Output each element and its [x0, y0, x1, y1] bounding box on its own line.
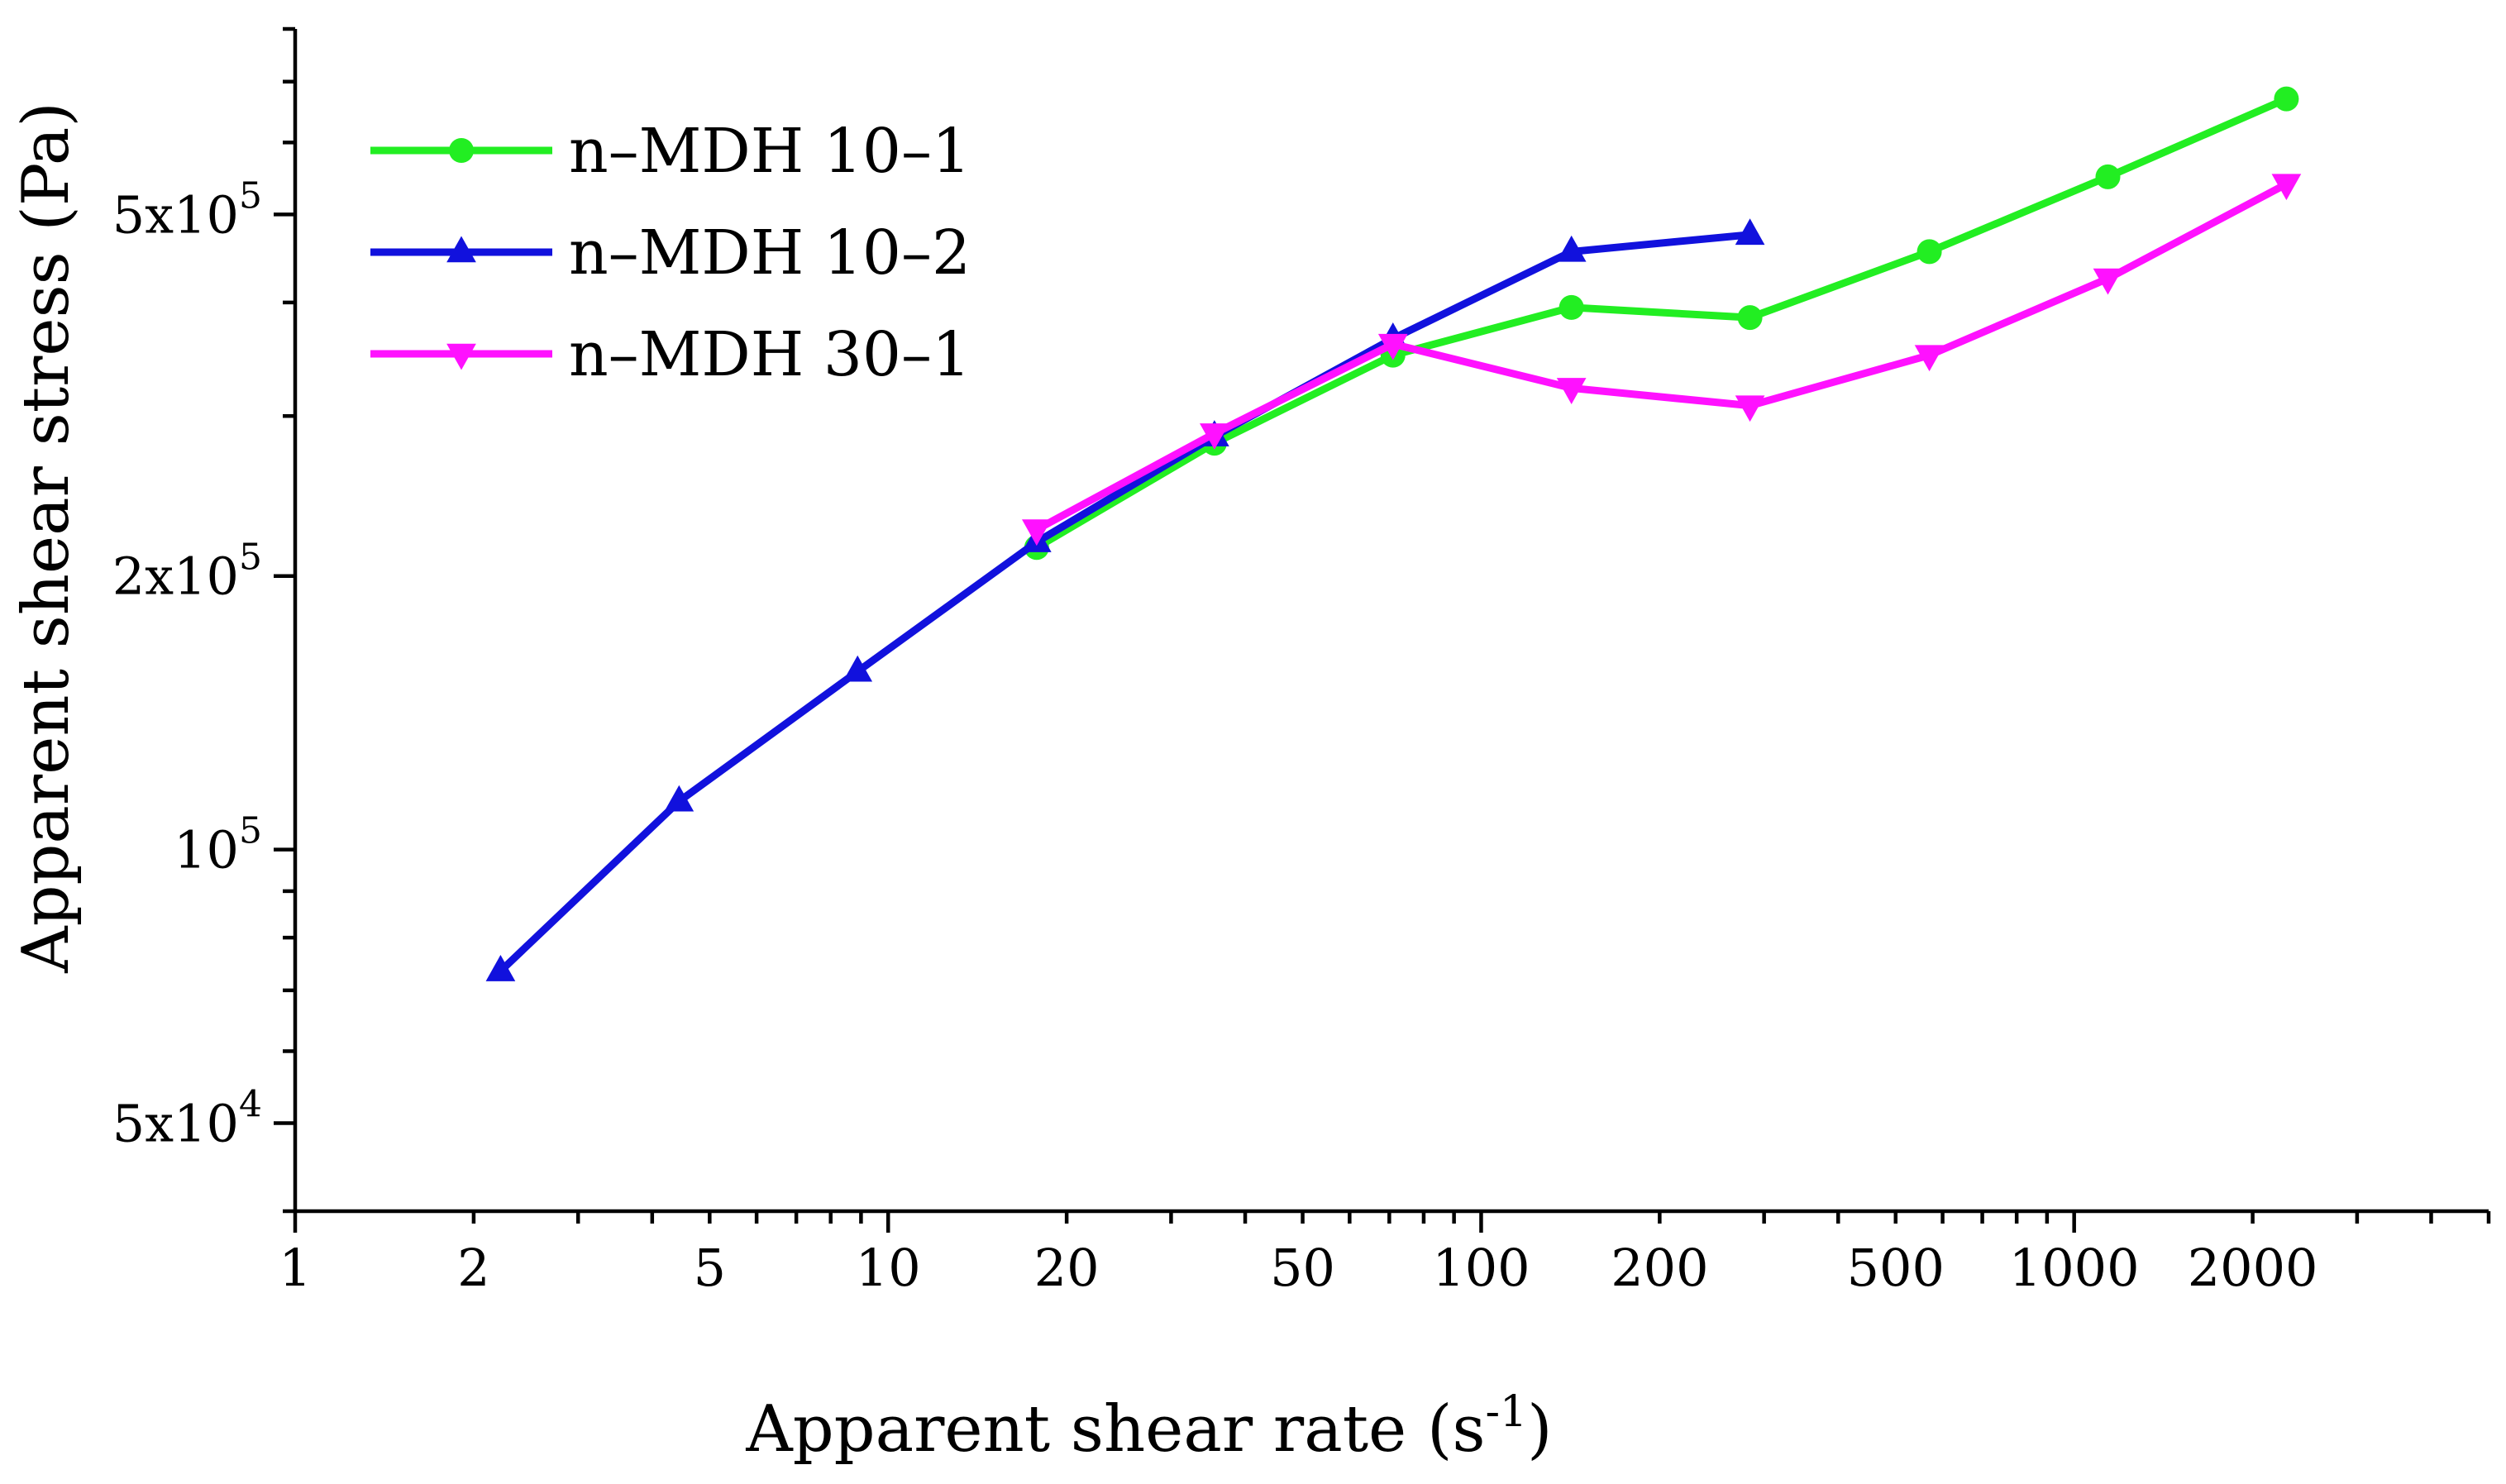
legend-marker	[449, 138, 474, 163]
data-point	[2093, 268, 2123, 295]
data-point	[1914, 345, 1945, 372]
data-point	[842, 655, 873, 682]
x-tick-label: 200	[1611, 1238, 1708, 1298]
data-point	[1556, 378, 1587, 404]
series-line	[1033, 95, 2290, 551]
legend-marker	[446, 343, 476, 370]
x-tick-label: 1000	[2009, 1238, 2140, 1298]
data-point	[1558, 294, 1584, 320]
x-ticks: 1 2 5 10 20 50 100 200 500 1000 2000	[279, 1211, 2491, 1298]
y-tick-label: 5x104	[112, 1083, 262, 1153]
data-point	[1735, 218, 1765, 246]
series-1	[1024, 86, 2299, 561]
legend-label: n–MDH 10–1	[569, 116, 971, 187]
data-point	[2095, 164, 2121, 189]
x-tick-label: 20	[1034, 1238, 1100, 1298]
legend-marker	[446, 236, 476, 263]
legend-item: n–MDH 10–1	[370, 116, 971, 187]
series-layer	[485, 86, 2302, 981]
x-tick-label: 10	[856, 1238, 921, 1298]
data-point	[1916, 239, 1942, 265]
data-point	[1200, 423, 1229, 450]
series-2	[485, 218, 1765, 981]
x-tick-label: 500	[1847, 1238, 1945, 1298]
x-tick-label: 2000	[2188, 1238, 2318, 1298]
legend-label: n–MDH 10–2	[569, 217, 971, 289]
y-axis-title: Apparent shear stress (Pa)	[9, 102, 84, 974]
data-point	[1021, 519, 1052, 546]
legend: n–MDH 10–1 n–MDH 10–2 n–MDH 30–1	[370, 116, 971, 390]
data-point	[1737, 305, 1763, 331]
series-3	[1021, 174, 2302, 546]
x-tick-label: 2	[457, 1238, 489, 1298]
data-point	[1735, 395, 1765, 422]
data-point	[1556, 235, 1587, 262]
x-axis-title-suffix: )	[1527, 1392, 1552, 1467]
data-point	[1377, 333, 1408, 360]
y-tick-label: 2x105	[112, 537, 262, 607]
y-tick-label: 105	[174, 810, 262, 880]
data-point	[2271, 174, 2302, 201]
data-point	[664, 785, 695, 812]
x-axis-title-sup: -1	[1485, 1387, 1527, 1437]
x-tick-label: 5	[694, 1238, 726, 1298]
y-tick-label: 5x105	[112, 174, 262, 245]
axes	[293, 29, 2489, 1214]
x-tick-label: 1	[279, 1238, 311, 1298]
series-line	[496, 231, 1754, 976]
legend-label: n–MDH 30–1	[569, 319, 971, 390]
y-ticks: 5x104 105 2x105 5x105	[112, 26, 295, 1214]
legend-item: n–MDH 30–1	[370, 319, 971, 390]
x-axis-title: Apparent shear rate (s-1)	[745, 1387, 1552, 1467]
series-line	[1033, 180, 2290, 534]
x-tick-label: 100	[1432, 1238, 1530, 1298]
data-point	[2274, 86, 2299, 112]
x-tick-label: 50	[1270, 1238, 1335, 1298]
data-point	[485, 955, 516, 981]
legend-item: n–MDH 10–2	[370, 217, 971, 289]
